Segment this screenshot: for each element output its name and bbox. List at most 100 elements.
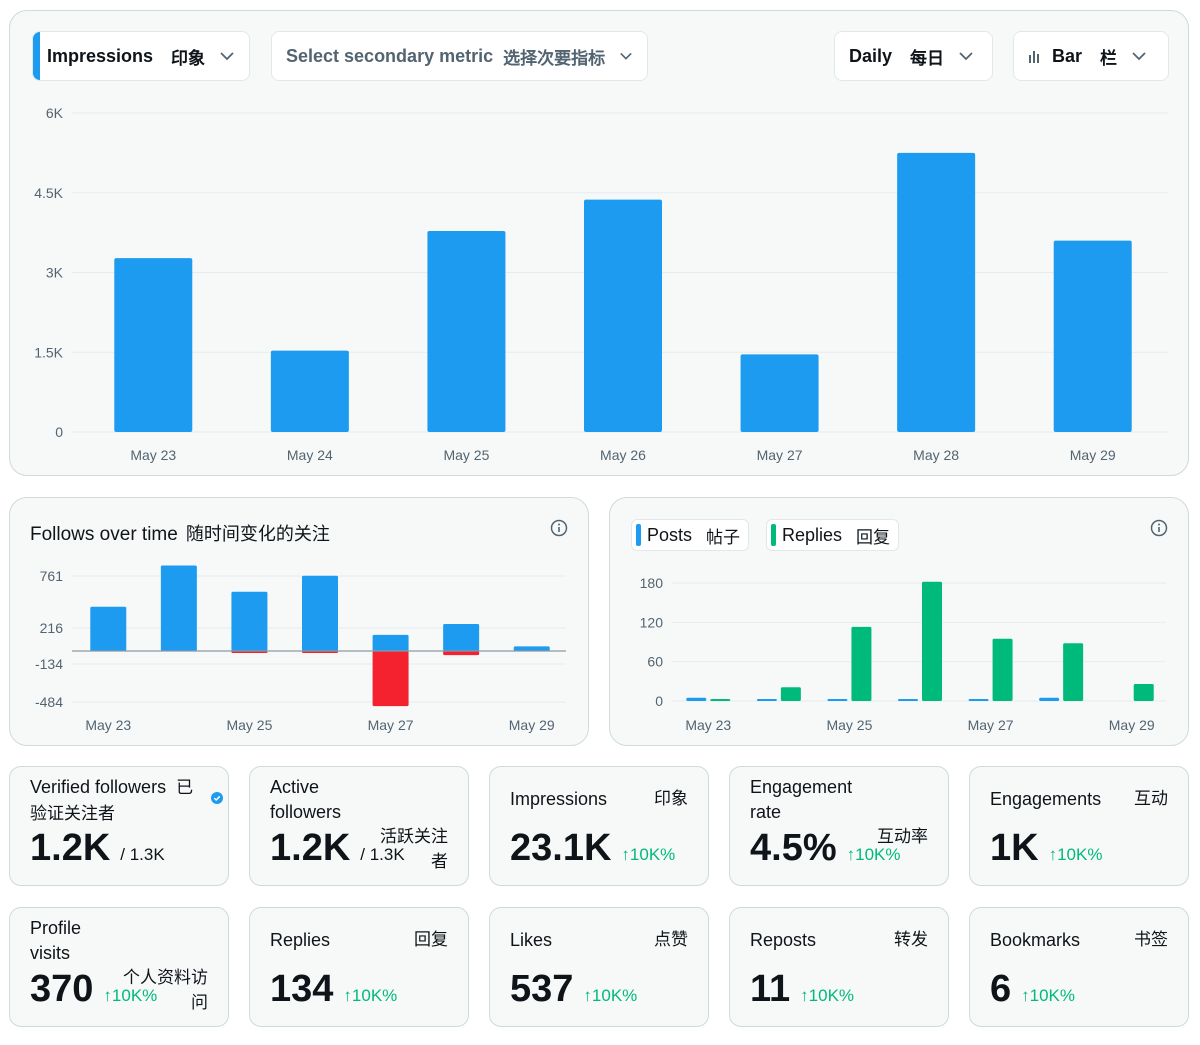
chart-type-label-zh: 栏 [1100, 48, 1118, 69]
bar-posts [827, 699, 848, 701]
x-tick-label: May 29 [1070, 447, 1116, 463]
stat-value: 370 [30, 968, 94, 1010]
bar-positive [90, 606, 127, 651]
stat-value: 1.2K [270, 827, 351, 869]
stat-label: Engagements 互动 [990, 787, 1168, 812]
x-tick-label: May 23 [130, 447, 176, 463]
stat-value-row: 370 ↑10K% [30, 968, 157, 1011]
stat-label-zh: 书签 [1134, 930, 1168, 950]
bar-positive [443, 623, 480, 651]
bar-replies [851, 626, 872, 701]
stat-value-row: 11 ↑10K% [750, 968, 854, 1011]
bar-positive [513, 646, 550, 651]
x-tick-label: May 23 [685, 717, 731, 733]
bar-posts [898, 699, 918, 701]
verified-badge-icon [211, 792, 223, 804]
stat-label-zh: 转发 [894, 930, 928, 950]
stat-label: Likes 点赞 [510, 928, 688, 953]
stat-label-en: Reposts [750, 930, 817, 950]
info-icon[interactable] [1150, 519, 1168, 537]
stat-tile-engagements[interactable]: Engagements 互动 1K ↑10K% [969, 766, 1189, 886]
stat-label: Profile visits 个人资料访问 [30, 916, 208, 1016]
interval-dropdown[interactable]: Daily 每日 [834, 31, 993, 81]
bar-replies [1133, 683, 1154, 701]
y-tick-label: 6K [46, 105, 64, 121]
x-tick-label: May 27 [757, 447, 803, 463]
x-tick-label: May 25 [443, 447, 489, 463]
stat-value: 6 [990, 968, 1012, 1010]
y-tick-label: 4.5K [34, 185, 63, 201]
chart-type-dropdown[interactable]: Bar 栏 [1013, 31, 1169, 81]
stat-change: ↑10K% [846, 845, 901, 864]
stat-label-zh: 已验证关注者 [30, 778, 194, 824]
stat-tile-bookmarks[interactable]: Bookmarks 书签 6 ↑10K% [969, 907, 1189, 1027]
bar-posts [756, 699, 777, 701]
secondary-metric-dropdown[interactable]: Select secondary metric 选择次要指标 [271, 31, 648, 81]
bar-replies [780, 687, 801, 701]
y-tick-label: 3K [46, 265, 64, 281]
stat-value-row: 537 ↑10K% [510, 968, 637, 1011]
stat-value: 1.2K [30, 827, 111, 869]
stat-change: ↑10K% [583, 986, 638, 1005]
stat-label-zh: 互动 [1134, 789, 1168, 809]
x-tick-label: May 28 [913, 447, 959, 463]
stat-value: 23.1K [510, 827, 612, 869]
bar-chart-icon [1029, 51, 1039, 63]
y-tick-label: 0 [55, 424, 63, 440]
primary-metric-dropdown[interactable]: Impressions 印象 [32, 31, 250, 81]
legend-replies-swatch [771, 524, 776, 546]
stat-change: ↑10K% [103, 986, 158, 1005]
stat-tile-active-followers[interactable]: Active followers 活跃关注者 1.2K / 1.3K [249, 766, 469, 886]
follows-chart-title: Follows over time 随时间变化的关注 [30, 520, 330, 546]
stat-tile-profile-visits[interactable]: Profile visits 个人资料访问 370 ↑10K% [9, 907, 229, 1027]
stat-label-en: Bookmarks [990, 930, 1081, 950]
x-tick-label: May 25 [226, 717, 272, 733]
bar [584, 199, 662, 432]
bar [897, 152, 976, 432]
bar-positive [372, 634, 409, 651]
bar-posts [1039, 697, 1060, 701]
stat-label-en: Likes [510, 930, 553, 950]
stat-label: Verified followers 已验证关注者 [30, 775, 208, 827]
stat-value-row: 4.5% ↑10K% [750, 827, 901, 870]
stat-change: ↑10K% [800, 986, 855, 1005]
legend-replies-label-zh: 回复 [856, 527, 891, 548]
stat-tile-reposts[interactable]: Reposts 转发 11 ↑10K% [729, 907, 949, 1027]
stat-tile-verified-followers[interactable]: Verified followers 已验证关注者 1.2K / 1.3K [9, 766, 229, 886]
stat-total: / 1.3K [120, 845, 165, 864]
stat-change: ↑10K% [1021, 986, 1076, 1005]
stat-tile-replies[interactable]: Replies 回复 134 ↑10K% [249, 907, 469, 1027]
bar-negative [372, 651, 409, 707]
stat-tile-engagement-rate[interactable]: Engagement rate 互动率 4.5% ↑10K% [729, 766, 949, 886]
stat-value: 4.5% [750, 827, 837, 869]
y-tick-label: 0 [655, 693, 663, 709]
stat-label-zh: 印象 [654, 789, 688, 809]
stat-label: Active followers 活跃关注者 [270, 775, 448, 875]
bar [427, 231, 506, 432]
chevron-down-icon [1132, 52, 1146, 61]
bar-positive [231, 591, 268, 651]
stat-change: ↑10K% [1048, 845, 1103, 864]
stat-label-zh: 点赞 [654, 930, 688, 950]
legend-posts[interactable]: Posts 帖子 [631, 519, 750, 551]
stat-label-en: Engagements [990, 789, 1102, 809]
x-tick-label: May 27 [968, 717, 1014, 733]
stat-tile-impressions[interactable]: Impressions 印象 23.1K ↑10K% [489, 766, 709, 886]
stat-tile-likes[interactable]: Likes 点赞 537 ↑10K% [489, 907, 709, 1027]
stat-value-row: 134 ↑10K% [270, 968, 397, 1011]
chevron-down-icon [959, 52, 973, 61]
chevron-down-icon [220, 52, 234, 61]
bar-positive [302, 575, 338, 651]
stat-label-en: Impressions [510, 789, 608, 809]
legend-replies[interactable]: Replies 回复 [766, 519, 900, 551]
stat-change: ↑10K% [621, 845, 676, 864]
stat-value-row: 1K ↑10K% [990, 827, 1102, 870]
secondary-metric-label-zh: 选择次要指标 [503, 48, 606, 69]
chevron-down-icon [620, 52, 632, 60]
y-tick-label: -134 [35, 656, 63, 672]
stat-value-row: 23.1K ↑10K% [510, 827, 675, 870]
info-icon[interactable] [550, 519, 568, 537]
stat-change: ↑10K% [343, 986, 398, 1005]
stat-label: Reposts 转发 [750, 928, 928, 953]
interval-label-zh: 每日 [910, 48, 945, 69]
